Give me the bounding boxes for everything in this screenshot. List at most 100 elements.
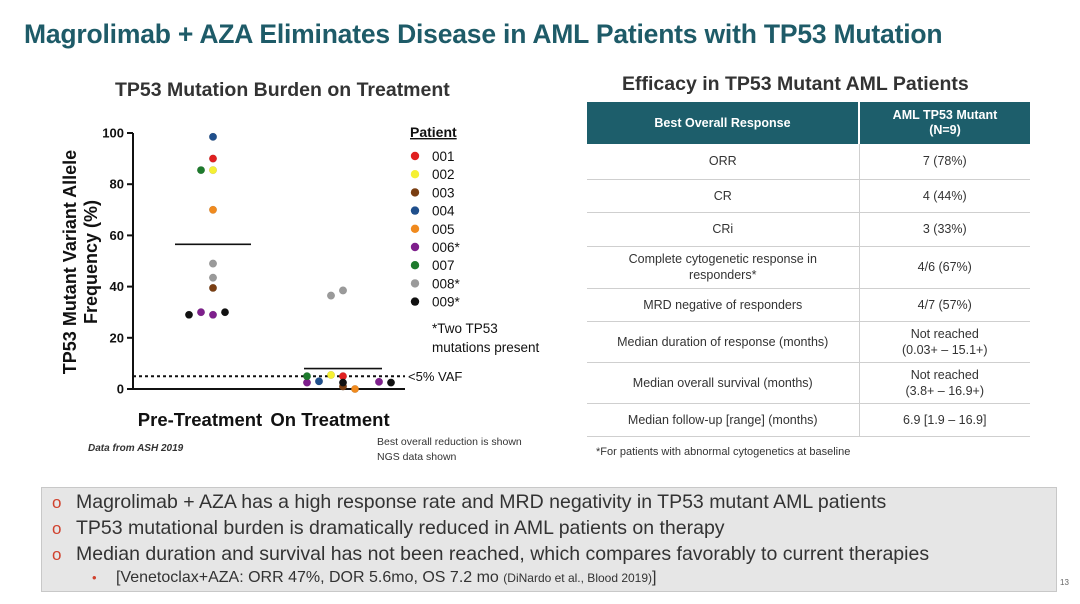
legend-label: 008* (432, 276, 461, 291)
data-point-006 (196, 308, 206, 317)
legend-label: 002 (432, 167, 455, 182)
legend-label: 001 (432, 149, 455, 164)
table-row: Complete cytogenetic response in responde… (587, 246, 1030, 289)
legend-title: Patient (410, 124, 457, 140)
table-cell-value: 7 (78%) (859, 144, 1030, 180)
data-point-004 (208, 132, 218, 141)
table-title: Efficacy in TP53 Mutant AML Patients (622, 73, 969, 95)
data-point-007 (196, 166, 206, 175)
table-row: MRD negative of responders 4/7 (57%) (587, 288, 1030, 322)
data-point-009 (338, 378, 348, 387)
data-point-006 (208, 310, 218, 319)
data-point-008 (208, 259, 218, 268)
data-point-008 (208, 273, 218, 282)
table-cell-value: 4 (44%) (859, 179, 1030, 213)
data-point-002 (208, 166, 218, 175)
legend-swatch-002 (410, 170, 420, 179)
legend-swatch-005 (410, 224, 420, 233)
chart-annotation: *Two TP53 (432, 321, 498, 336)
chart-footnote-line: Best overall reduction is shown (377, 436, 522, 448)
data-point-006 (374, 377, 384, 386)
table-footnote: *For patients with abnormal cytogenetics… (596, 446, 851, 458)
legend-swatch-001 (410, 151, 420, 161)
legend-label: 004 (432, 204, 455, 219)
efficacy-table: Best Overall Response AML TP53 Mutant (N=… (587, 102, 1030, 437)
legend-label: 009* (432, 295, 461, 310)
summary-bullet: o TP53 mutational burden is dramatically … (52, 517, 725, 540)
table-cell-measure: Median follow-up [range] (months) (587, 403, 860, 437)
column-header-aml-tp53: AML TP53 Mutant (N=9) (859, 102, 1030, 144)
legend-swatch-004 (410, 206, 420, 215)
chart-footnote-line: NGS data shown (377, 451, 457, 463)
table-cell-value: Not reached (3.8+ – 16.9+) (859, 362, 1030, 404)
circle-bullet-icon: o (52, 493, 62, 512)
chart-title: TP53 Mutation Burden on Treatment (115, 79, 450, 101)
y-tick-label: 60 (110, 228, 124, 243)
summary-box: o Magrolimab + AZA has a high response ra… (41, 487, 1057, 592)
table-header-row: Best Overall Response AML TP53 Mutant (N=… (587, 102, 1030, 144)
strip-chart: 0 20 40 60 80 100 TP53 Mutant Variant AlleleFr… (60, 124, 540, 430)
legend-label: 003 (432, 185, 455, 200)
data-point-005 (208, 205, 218, 214)
data-point-005 (350, 384, 360, 394)
page-number: 13 (1060, 578, 1069, 587)
summary-sub-bullet: • [Venetoclax+AZA: ORR 47%, DOR 5.6mo, OS… (92, 569, 656, 587)
table-cell-value: Not reached (0.03+ – 15.1+) (859, 321, 1030, 363)
y-tick-label: 20 (110, 330, 124, 345)
summary-bullet: o Magrolimab + AZA has a high response ra… (52, 491, 886, 514)
table-row: Median duration of response (months) Not … (587, 321, 1030, 363)
sub-bullet-close: ] (652, 569, 657, 586)
data-point-009 (184, 310, 194, 319)
summary-bullet-text: TP53 mutational burden is dramatically r… (76, 517, 725, 539)
y-tick-label: 100 (102, 126, 124, 141)
summary-bullet-text: Median duration and survival has not bee… (76, 543, 930, 565)
circle-bullet-icon: o (52, 519, 62, 538)
data-point-004 (314, 377, 324, 386)
data-point-001 (208, 154, 218, 163)
legend-swatch-007 (410, 261, 420, 270)
y-tick-label: 80 (110, 177, 124, 192)
legend-label: 007 (432, 258, 455, 273)
column-header-response: Best Overall Response (587, 102, 860, 144)
table-cell-value: 6.9 [1.9 – 16.9] (859, 403, 1030, 437)
table-cell-measure: Median overall survival (months) (587, 362, 860, 404)
table-cell-measure: ORR (587, 144, 860, 180)
y-axis-label-line: Frequency (%) (81, 200, 101, 324)
y-tick-label: 40 (110, 279, 124, 294)
data-point-008 (338, 286, 348, 295)
table-cell-measure: CRi (587, 212, 860, 247)
summary-bullet-text: Magrolimab + AZA has a high response rat… (76, 491, 887, 513)
data-point-003 (208, 283, 218, 292)
data-point-007 (302, 372, 312, 381)
data-source-note: Data from ASH 2019 (88, 443, 184, 454)
x-category-label: Pre-Treatment (138, 409, 262, 430)
table-row: ORR 7 (78%) (587, 144, 1030, 180)
legend-label: 006* (432, 240, 461, 255)
x-category-label: On Treatment (270, 409, 389, 430)
table-cell-value: 4/7 (57%) (859, 288, 1030, 322)
table-cell-measure: Complete cytogenetic response in responde… (587, 246, 860, 289)
table-row: CR 4 (44%) (587, 179, 1030, 213)
citation: (DiNardo et al., Blood 2019) (503, 571, 653, 585)
y-tick-label: 0 (117, 382, 124, 397)
data-point-009 (220, 308, 230, 317)
chart-footnote: Best overall reduction is shown NGS data… (377, 435, 522, 465)
table-cell-value: 4/6 (67%) (859, 246, 1030, 289)
legend-swatch-006 (410, 242, 420, 252)
table-row: CRi 3 (33%) (587, 212, 1030, 247)
y-axis-label-line: TP53 Mutant Variant Allele (60, 150, 80, 374)
circle-bullet-icon: o (52, 545, 62, 564)
legend-swatch-008 (410, 279, 420, 288)
legend-label: 005 (432, 222, 455, 237)
table-cell-measure: Median duration of response (months) (587, 321, 860, 363)
table-cell-measure: CR (587, 179, 860, 213)
table-cell-measure: MRD negative of responders (587, 288, 860, 322)
table-cell-value: 3 (33%) (859, 212, 1030, 247)
sub-bullet-text: [Venetoclax+AZA: ORR 47%, DOR 5.6mo, OS … (116, 569, 499, 586)
chart-annotation: mutations present (432, 340, 540, 355)
legend-swatch-003 (410, 188, 420, 197)
data-point-002 (326, 370, 336, 379)
dot-bullet-icon: • (92, 570, 97, 585)
slide-title: Magrolimab + AZA Eliminates Disease in A… (24, 19, 943, 49)
legend-swatch-009 (410, 297, 420, 306)
